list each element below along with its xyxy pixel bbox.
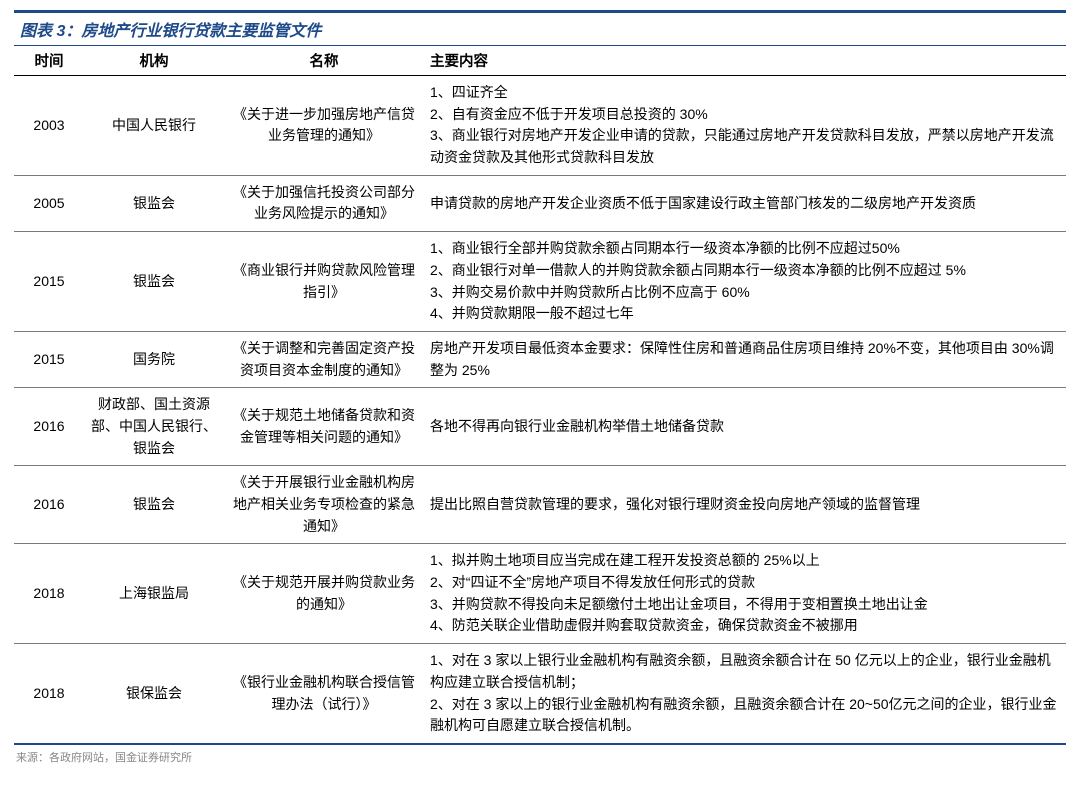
cell-time: 2015	[14, 232, 84, 332]
cell-org: 上海银监局	[84, 544, 224, 644]
table-row: 2003中国人民银行《关于进一步加强房地产信贷业务管理的通知》1、四证齐全 2、…	[14, 76, 1066, 176]
cell-content: 申请贷款的房地产开发企业资质不低于国家建设行政主管部门核发的二级房地产开发资质	[424, 175, 1066, 231]
cell-org: 国务院	[84, 331, 224, 387]
source-footnote: 来源：各政府网站，国金证券研究所	[14, 745, 1066, 765]
cell-org: 银监会	[84, 232, 224, 332]
table-row: 2018上海银监局《关于规范开展并购贷款业务的通知》1、拟并购土地项目应当完成在…	[14, 544, 1066, 644]
cell-content: 1、商业银行全部并购贷款余额占同期本行一级资本净额的比例不应超过50% 2、商业…	[424, 232, 1066, 332]
cell-name: 《关于规范开展并购贷款业务的通知》	[224, 544, 424, 644]
table-row: 2005银监会《关于加强信托投资公司部分业务风险提示的通知》申请贷款的房地产开发…	[14, 175, 1066, 231]
col-header-name: 名称	[224, 46, 424, 76]
table-row: 2018银保监会《银行业金融机构联合授信管理办法（试行）》1、对在 3 家以上银…	[14, 644, 1066, 744]
table-row: 2015国务院《关于调整和完善固定资产投资项目资本金制度的通知》房地产开发项目最…	[14, 331, 1066, 387]
cell-name: 《银行业金融机构联合授信管理办法（试行）》	[224, 644, 424, 744]
cell-time: 2016	[14, 388, 84, 466]
chart-title: 图表 3：房地产行业银行贷款主要监管文件	[20, 23, 321, 40]
cell-time: 2015	[14, 331, 84, 387]
col-header-content: 主要内容	[424, 46, 1066, 76]
cell-name: 《商业银行并购贷款风险管理指引》	[224, 232, 424, 332]
cell-org: 财政部、国土资源部、中国人民银行、银监会	[84, 388, 224, 466]
cell-name: 《关于加强信托投资公司部分业务风险提示的通知》	[224, 175, 424, 231]
cell-time: 2018	[14, 544, 84, 644]
cell-content: 1、对在 3 家以上银行业金融机构有融资余额，且融资余额合计在 50 亿元以上的…	[424, 644, 1066, 744]
regulatory-table: 时间 机构 名称 主要内容 2003中国人民银行《关于进一步加强房地产信贷业务管…	[14, 46, 1066, 745]
cell-org: 银监会	[84, 466, 224, 544]
col-header-org: 机构	[84, 46, 224, 76]
cell-name: 《关于开展银行业金融机构房地产相关业务专项检查的紧急通知》	[224, 466, 424, 544]
cell-name: 《关于进一步加强房地产信贷业务管理的通知》	[224, 76, 424, 176]
table-row: 2016财政部、国土资源部、中国人民银行、银监会《关于规范土地储备贷款和资金管理…	[14, 388, 1066, 466]
table-header-row: 时间 机构 名称 主要内容	[14, 46, 1066, 76]
cell-content: 提出比照自营贷款管理的要求，强化对银行理财资金投向房地产领域的监督管理	[424, 466, 1066, 544]
chart-title-bar: 图表 3：房地产行业银行贷款主要监管文件	[14, 10, 1066, 46]
cell-org: 银监会	[84, 175, 224, 231]
cell-time: 2016	[14, 466, 84, 544]
cell-name: 《关于规范土地储备贷款和资金管理等相关问题的通知》	[224, 388, 424, 466]
cell-time: 2018	[14, 644, 84, 744]
cell-content: 房地产开发项目最低资本金要求：保障性住房和普通商品住房项目维持 20%不变，其他…	[424, 331, 1066, 387]
col-header-time: 时间	[14, 46, 84, 76]
table-row: 2015银监会《商业银行并购贷款风险管理指引》1、商业银行全部并购贷款余额占同期…	[14, 232, 1066, 332]
cell-org: 银保监会	[84, 644, 224, 744]
cell-time: 2003	[14, 76, 84, 176]
cell-content: 1、四证齐全 2、自有资金应不低于开发项目总投资的 30% 3、商业银行对房地产…	[424, 76, 1066, 176]
cell-name: 《关于调整和完善固定资产投资项目资本金制度的通知》	[224, 331, 424, 387]
table-row: 2016银监会《关于开展银行业金融机构房地产相关业务专项检查的紧急通知》提出比照…	[14, 466, 1066, 544]
cell-content: 1、拟并购土地项目应当完成在建工程开发投资总额的 25%以上 2、对“四证不全”…	[424, 544, 1066, 644]
cell-org: 中国人民银行	[84, 76, 224, 176]
cell-time: 2005	[14, 175, 84, 231]
cell-content: 各地不得再向银行业金融机构举借土地储备贷款	[424, 388, 1066, 466]
